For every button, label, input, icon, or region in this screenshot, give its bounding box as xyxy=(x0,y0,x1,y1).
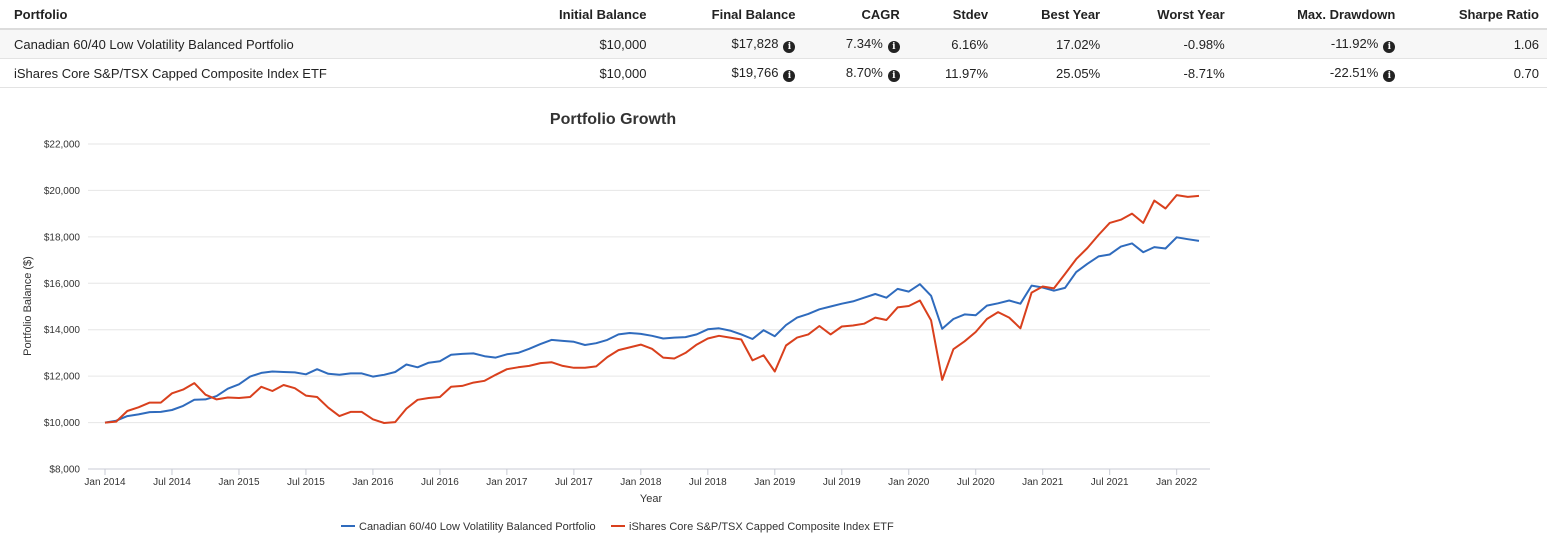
series-line-0[interactable] xyxy=(104,236,1200,424)
sharpe-ratio: 0.70 xyxy=(1403,58,1547,88)
series-lines xyxy=(104,194,1200,424)
worst-year: -8.71% xyxy=(1108,58,1233,88)
cagr: 7.34% xyxy=(845,35,883,51)
x-tick-label: Jan 2014 xyxy=(84,477,126,488)
portfolio-growth-chart: Portfolio Growth $8,000 $10,000 $12,000 $14… xyxy=(22,111,1210,533)
x-tick-label: Jul 2014 xyxy=(153,477,191,488)
y-axis: $8,000 $10,000 $12,000 $14,000 $16,000 $18,00… xyxy=(44,140,81,476)
legend-label[interactable]: Canadian 60/40 Low Volatility Balanced P… xyxy=(359,521,596,533)
worst-year: -0.98% xyxy=(1108,29,1233,59)
final-balance-cell: $19,766 i xyxy=(654,58,804,88)
cagr: 8.70% xyxy=(845,64,883,80)
legend: Canadian 60/40 Low Volatility Balanced P… xyxy=(341,521,894,533)
info-icon[interactable]: i xyxy=(1383,69,1396,82)
col-best-year[interactable]: Best Year xyxy=(996,0,1109,30)
final-balance-cell: $17,828 i xyxy=(654,29,804,59)
x-tick-label: Jul 2021 xyxy=(1091,477,1129,488)
col-stdev[interactable]: Stdev xyxy=(907,0,997,30)
x-tick-label: Jul 2015 xyxy=(287,477,325,488)
performance-table: Portfolio Initial Balance Final Balance … xyxy=(0,0,1547,88)
sharpe-ratio: 1.06 xyxy=(1403,29,1547,59)
chart-title: Portfolio Growth xyxy=(550,111,676,128)
y-axis-label: Portfolio Balance ($) xyxy=(22,256,34,356)
cagr-cell: 8.70% i xyxy=(803,58,908,88)
info-icon[interactable]: i xyxy=(783,40,796,53)
col-max-drawdown[interactable]: Max. Drawdown xyxy=(1232,0,1404,30)
info-icon[interactable]: i xyxy=(887,69,900,82)
x-tick-label: Jan 2015 xyxy=(218,477,260,488)
stdev: 11.97% xyxy=(907,58,997,88)
initial-balance: $10,000 xyxy=(500,58,655,88)
stdev: 6.16% xyxy=(907,29,997,59)
cagr-cell: 7.34% i xyxy=(803,29,908,59)
max-drawdown: -11.92% xyxy=(1330,35,1379,51)
series-line-1[interactable] xyxy=(104,194,1200,424)
col-final-balance[interactable]: Final Balance xyxy=(654,0,804,30)
x-axis-label: Year xyxy=(640,493,663,505)
x-tick-label: Jul 2018 xyxy=(689,477,727,488)
y-tick-label: $22,000 xyxy=(44,140,81,151)
final-balance: $19,766 xyxy=(731,64,779,80)
x-tick-label: Jan 2020 xyxy=(888,477,930,488)
y-tick-label: $8,000 xyxy=(49,465,80,476)
x-tick-label: Jan 2019 xyxy=(754,477,796,488)
max-drawdown-cell: -22.51% i xyxy=(1232,58,1404,88)
final-balance: $17,828 xyxy=(731,35,779,51)
info-icon[interactable]: i xyxy=(887,40,900,53)
table-row: iShares Core S&P/TSX Capped Composite In… xyxy=(0,58,1547,88)
y-tick-label: $12,000 xyxy=(44,372,81,383)
best-year: 25.05% xyxy=(996,58,1109,88)
y-tick-label: $16,000 xyxy=(44,279,81,290)
y-tick-label: $14,000 xyxy=(44,325,81,336)
col-initial-balance[interactable]: Initial Balance xyxy=(500,0,655,30)
x-tick-label: Jan 2016 xyxy=(352,477,394,488)
info-icon[interactable]: i xyxy=(1383,40,1396,53)
max-drawdown-cell: -11.92% i xyxy=(1232,29,1404,59)
y-tick-label: $10,000 xyxy=(44,418,81,429)
table-header-row: Portfolio Initial Balance Final Balance … xyxy=(0,0,1547,30)
portfolio-name: iShares Core S&P/TSX Capped Composite In… xyxy=(0,58,501,88)
max-drawdown: -22.51% xyxy=(1329,64,1379,80)
col-worst-year[interactable]: Worst Year xyxy=(1108,0,1233,30)
x-tick-label: Jul 2020 xyxy=(957,477,995,488)
y-tick-label: $20,000 xyxy=(44,186,81,197)
x-tick-label: Jan 2018 xyxy=(620,477,662,488)
y-tick-label: $18,000 xyxy=(44,232,81,243)
x-tick-label: Jan 2022 xyxy=(1156,477,1198,488)
x-tick-label: Jan 2021 xyxy=(1022,477,1064,488)
x-tick-label: Jul 2016 xyxy=(421,477,459,488)
best-year: 17.02% xyxy=(996,29,1109,59)
x-axis: Jan 2014 Jul 2014 Jan 2015 Jul 2015 Jan 2016… xyxy=(84,469,1198,488)
col-cagr[interactable]: CAGR xyxy=(803,0,908,30)
x-tick-label: Jan 2017 xyxy=(486,477,528,488)
portfolio-name: Canadian 60/40 Low Volatility Balanced P… xyxy=(0,29,501,59)
x-tick-label: Jul 2017 xyxy=(555,477,593,488)
table-row: Canadian 60/40 Low Volatility Balanced P… xyxy=(0,29,1547,59)
info-icon[interactable]: i xyxy=(783,69,796,82)
initial-balance: $10,000 xyxy=(500,29,655,59)
x-tick-label: Jul 2019 xyxy=(823,477,861,488)
grid-lines xyxy=(88,143,1210,470)
col-sharpe-ratio[interactable]: Sharpe Ratio xyxy=(1403,0,1547,30)
col-portfolio[interactable]: Portfolio xyxy=(0,0,501,30)
legend-label[interactable]: iShares Core S&P/TSX Capped Composite In… xyxy=(629,521,894,533)
